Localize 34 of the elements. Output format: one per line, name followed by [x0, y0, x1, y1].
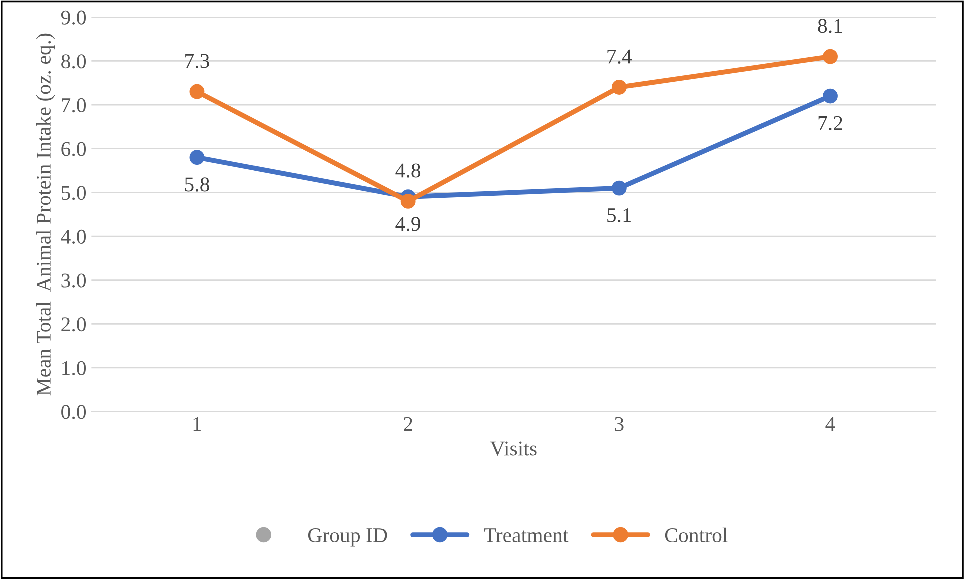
legend-title: Group ID: [308, 528, 388, 547]
point: [400, 194, 416, 209]
y-tick-label: 1.0: [62, 361, 86, 376]
point: [823, 88, 838, 104]
x-tick-label: 3: [615, 417, 624, 432]
y-axis-title: Mean Total Animal Protein Intake (oz. eq.): [36, 34, 56, 396]
y-tick-label: 6.0: [62, 142, 86, 156]
data-label: 7.3: [186, 54, 210, 68]
legend-label: Treatment: [484, 528, 569, 543]
y-tick-label: 9.0: [61, 10, 86, 25]
y-tick-label: 5.0: [62, 186, 86, 200]
y-tick-label: 8.0: [62, 54, 86, 69]
data-label: 7.4: [608, 50, 632, 64]
point: [823, 49, 838, 64]
y-tick-label: 3.0: [62, 274, 86, 288]
x-tick-label: 4: [826, 417, 836, 432]
point: [190, 84, 205, 100]
data-label: 5.8: [185, 178, 210, 192]
data-label: 4.9: [396, 217, 420, 232]
y-tick-label: 0.0: [62, 405, 86, 420]
y-tick-label: 7.0: [62, 98, 86, 113]
y-tick-label: 2.0: [62, 318, 86, 332]
legend-label: Control: [665, 528, 728, 543]
x-tick-label: 2: [404, 417, 412, 432]
data-label: 7.2: [818, 116, 842, 130]
data-label: 8.1: [818, 19, 842, 34]
point: [190, 150, 205, 166]
data-label: 5.1: [608, 208, 632, 223]
x-axis-title: Visits: [490, 442, 537, 456]
data-label: 4.8: [396, 164, 421, 178]
point: [612, 80, 627, 95]
x-tick-label: 1: [194, 417, 202, 432]
point: [612, 180, 627, 196]
y-tick-label: 4.0: [61, 230, 86, 244]
